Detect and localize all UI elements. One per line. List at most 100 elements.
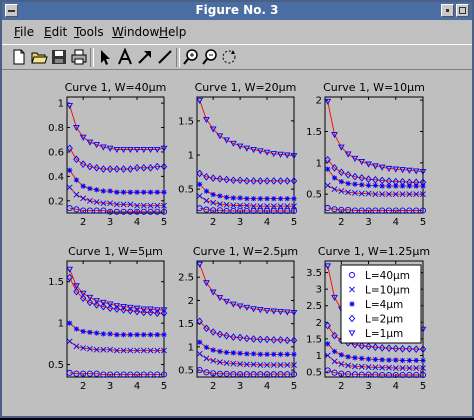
y-tick-label: 1	[58, 99, 64, 110]
x-marker	[230, 360, 237, 367]
print-button[interactable]	[70, 48, 88, 66]
star-marker	[127, 189, 133, 195]
diamond-marker	[113, 305, 121, 313]
x-marker	[270, 203, 277, 210]
triangle-down-marker	[250, 146, 257, 154]
menu-edit[interactable]: Edit	[44, 25, 67, 39]
x-marker	[413, 191, 420, 198]
circle-marker	[392, 207, 399, 214]
diamond-marker	[270, 177, 277, 185]
x-marker	[127, 201, 134, 208]
circle-marker	[160, 371, 168, 378]
circle-marker	[257, 371, 264, 378]
triangle-down-marker	[86, 294, 94, 301]
x-marker	[358, 190, 365, 197]
triangle-down-marker	[236, 303, 244, 310]
star-marker	[386, 357, 392, 363]
circle-marker	[147, 208, 154, 215]
diamond-marker	[209, 174, 217, 183]
x-tick-label: 2	[210, 381, 216, 392]
legend-label: L=40μm	[365, 270, 410, 282]
open-folder-button[interactable]	[30, 48, 48, 66]
x-marker	[277, 362, 284, 368]
triangle-down-marker	[277, 309, 284, 316]
menu-file[interactable]: File	[14, 25, 34, 39]
star-marker	[224, 194, 230, 200]
new-file-button[interactable]	[10, 48, 28, 66]
x-marker	[372, 191, 379, 198]
star-marker	[134, 189, 140, 195]
text-button[interactable]	[116, 47, 134, 66]
diamond-marker	[100, 302, 107, 311]
circle-marker	[210, 207, 217, 214]
star-marker	[277, 196, 284, 202]
diamond-marker	[216, 330, 224, 339]
triangle-down-marker	[230, 140, 237, 147]
diamond-marker	[127, 165, 134, 173]
circle-marker	[223, 207, 230, 215]
star-marker	[352, 181, 358, 187]
x-marker	[324, 352, 331, 359]
subplot-title: Curve 1, W=5μm	[68, 245, 163, 258]
triangle-down-marker	[153, 307, 161, 314]
diamond-marker	[106, 165, 114, 173]
star-marker	[420, 357, 426, 364]
diamond-marker	[79, 294, 87, 303]
circle-marker	[250, 371, 257, 378]
diamond-marker	[120, 165, 127, 173]
x-marker	[379, 364, 386, 371]
triangle-down-marker	[324, 98, 332, 105]
circle-marker	[290, 371, 298, 378]
triangle-down-marker	[270, 151, 278, 158]
y-tick-label: 0.5	[178, 185, 194, 196]
save-button[interactable]	[50, 48, 68, 66]
minimize-button[interactable]	[441, 4, 454, 17]
triangle-down-marker	[358, 159, 366, 166]
menu-tools[interactable]: Tools	[74, 25, 104, 39]
x-marker	[210, 357, 217, 364]
diamond-marker	[399, 345, 406, 353]
diamond-marker	[331, 164, 338, 172]
title-bar[interactable]: Figure No. 3	[2, 2, 472, 20]
menu-window[interactable]: Window	[112, 25, 159, 39]
diamond-marker	[196, 317, 203, 326]
triangle-down-marker	[243, 145, 251, 152]
triangle-down-marker	[331, 294, 338, 301]
star-marker	[244, 196, 250, 202]
zoom-out-button[interactable]	[201, 48, 219, 66]
subplot: Curve 1, W=40μm 2 3 4 5 0.2 0.4 0.6 0.8 1	[48, 81, 168, 228]
triangle-down-marker	[153, 146, 161, 154]
x-marker	[358, 363, 365, 370]
triangle-down-marker	[196, 97, 204, 104]
x-marker	[331, 186, 338, 193]
maximize-button[interactable]	[456, 4, 469, 17]
x-marker	[120, 201, 127, 208]
y-tick-label: 3.5	[306, 268, 322, 279]
arrow-button[interactable]	[136, 48, 154, 66]
x-marker	[291, 203, 297, 210]
triangle-down-marker	[412, 168, 420, 175]
star-marker	[244, 351, 250, 357]
triangle-down-marker	[126, 146, 134, 154]
circle-marker	[331, 206, 338, 213]
circle-marker	[257, 207, 264, 215]
select-button[interactable]	[96, 48, 114, 66]
star-marker	[161, 332, 167, 338]
diamond-marker	[243, 334, 251, 343]
x-marker	[127, 347, 134, 354]
diamond-marker	[160, 309, 168, 318]
circle-marker	[338, 370, 345, 377]
star-marker	[413, 357, 419, 364]
star-marker	[230, 195, 236, 201]
circle-marker	[230, 371, 237, 378]
line-button[interactable]	[156, 48, 174, 66]
diamond-marker	[243, 177, 251, 185]
menu-help[interactable]: Help	[159, 25, 186, 39]
rotate-button[interactable]	[220, 48, 238, 66]
x-tick-label: 2	[338, 381, 344, 392]
window-menu-button[interactable]	[5, 4, 18, 17]
circle-marker	[351, 371, 358, 378]
zoom-in-button[interactable]	[182, 48, 200, 66]
x-marker	[392, 191, 399, 198]
